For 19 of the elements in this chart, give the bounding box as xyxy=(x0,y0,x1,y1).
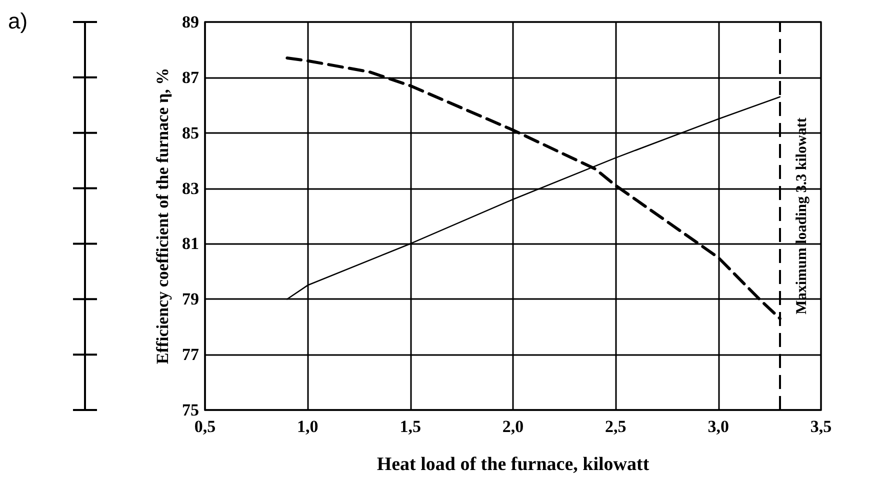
y-tick-label: 87 xyxy=(182,68,200,87)
x-tick-label: 1,0 xyxy=(297,417,318,436)
x-tick-label: 2,0 xyxy=(502,417,524,436)
x-tick-label: 2,5 xyxy=(605,417,626,436)
x-tick-label: 3,5 xyxy=(810,417,832,436)
y-tick-label: 77 xyxy=(182,345,200,364)
x-tick-label: 1,5 xyxy=(400,417,421,436)
y-tick-label: 81 xyxy=(182,234,199,254)
x-tick-label: 3,0 xyxy=(708,417,729,436)
y-tick-label: 89 xyxy=(182,12,199,32)
y-tick-label: 85 xyxy=(182,123,199,142)
y-tick-label: 83 xyxy=(182,178,199,198)
y-tick-label: 75 xyxy=(182,400,199,420)
y-tick-label: 79 xyxy=(182,290,199,309)
text: a) xyxy=(8,8,28,34)
x-axis-title: Heat load of the furnace, kilowatt xyxy=(376,454,650,475)
x-tick-label: 0,5 xyxy=(194,417,216,436)
y-axis-title: Efficiency coefficient of the furnace η, % xyxy=(153,68,172,364)
ref-line-label: Maximum loading 3.3 kilowatt xyxy=(794,118,810,314)
